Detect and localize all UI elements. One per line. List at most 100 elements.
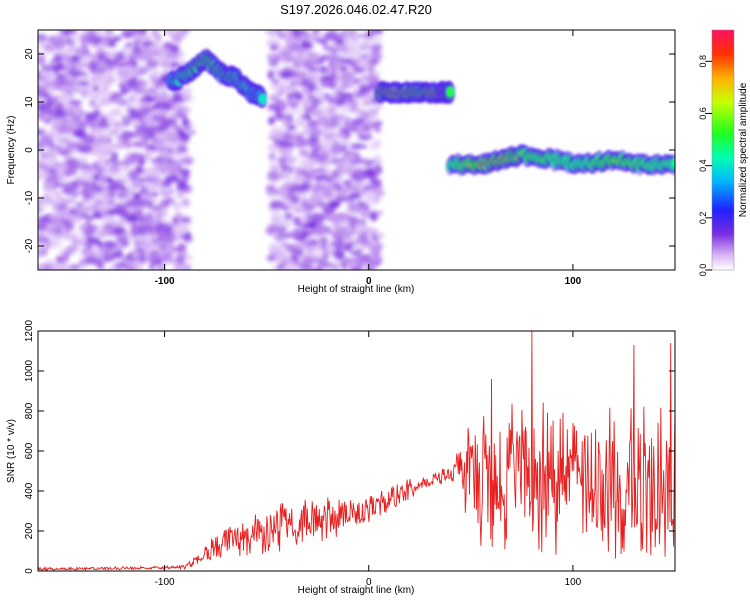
noise-blob (334, 242, 347, 251)
noise-blob (142, 41, 152, 47)
y-tick-label: 200 (24, 522, 35, 539)
noise-blob (153, 164, 166, 170)
noise-blob (38, 216, 51, 224)
noise-blob (341, 33, 350, 40)
noise-blob (174, 247, 182, 253)
noise-blob (145, 95, 155, 102)
noise-blob (38, 55, 46, 62)
noise-blob (323, 112, 333, 119)
noise-blob (314, 231, 322, 236)
noise-blob (154, 132, 168, 142)
noise-blob (121, 131, 136, 136)
noise-blob (105, 267, 118, 270)
y-tick-label: 1000 (24, 359, 35, 382)
noise-blob (94, 199, 104, 208)
noise-blob (270, 66, 282, 73)
noise-blob (266, 254, 276, 262)
noise-blob (46, 75, 58, 81)
colorbar: 0.0 0.2 0.4 0.6 0.8 Normalized spectral ampl… (698, 29, 749, 276)
noise-blob (331, 170, 338, 180)
noise-blob (339, 105, 350, 113)
noise-blob (78, 160, 86, 165)
noise-blob (292, 49, 299, 59)
noise-blob (145, 34, 152, 41)
noise-blob (138, 159, 146, 166)
noise-blob (52, 121, 60, 129)
noise-blob (367, 115, 379, 122)
colorbar-gradient (711, 29, 735, 271)
noise-blob (57, 33, 65, 42)
noise-blob (117, 217, 126, 226)
noise-blob (265, 226, 276, 236)
noise-blob (268, 163, 278, 174)
noise-blob (84, 240, 94, 251)
noise-blob (41, 71, 49, 78)
noise-blob (322, 206, 336, 215)
heatmap-noise-layer (38, 30, 385, 270)
noise-blob (67, 68, 81, 73)
snr-background (38, 331, 675, 571)
noise-blob (104, 58, 112, 64)
noise-blob (99, 207, 108, 217)
noise-blob (59, 232, 72, 238)
noise-blob (56, 240, 63, 249)
noise-blob (350, 173, 358, 180)
noise-blob (120, 187, 128, 192)
noise-blob (361, 99, 371, 107)
noise-blob (49, 147, 58, 155)
noise-blob (301, 85, 310, 96)
noise-blob (361, 93, 369, 98)
noise-blob (328, 247, 335, 253)
noise-blob (349, 158, 364, 165)
noise-blob (320, 130, 330, 138)
colorbar-tick-label: 0.4 (698, 159, 708, 172)
noise-blob (65, 73, 74, 82)
noise-blob (304, 99, 313, 105)
noise-blob (125, 67, 139, 74)
noise-blob (126, 215, 139, 223)
noise-blob (282, 49, 289, 56)
noise-blob (72, 141, 82, 150)
noise-blob (60, 140, 67, 149)
noise-blob (301, 53, 311, 58)
noise-blob (373, 159, 382, 166)
noise-blob (112, 66, 119, 72)
noise-blob (339, 127, 351, 132)
noise-blob (336, 196, 351, 202)
noise-blob (293, 76, 303, 82)
noise-blob (83, 172, 91, 182)
noise-blob (58, 257, 65, 262)
noise-blob (118, 57, 129, 66)
noise-blob (270, 84, 281, 91)
noise-blob (158, 224, 172, 230)
noise-blob (61, 186, 74, 195)
noise-blob (270, 210, 280, 217)
noise-blob (324, 33, 336, 41)
noise-blob (45, 259, 58, 267)
noise-blob (305, 245, 316, 250)
noise-blob (293, 174, 306, 184)
noise-blob (343, 70, 355, 77)
noise-blob (361, 40, 376, 50)
noise-blob (137, 107, 151, 116)
noise-blob (304, 123, 317, 134)
noise-blob (83, 114, 97, 124)
noise-blob (362, 36, 370, 43)
noise-blob (328, 200, 341, 209)
noise-blob (39, 266, 51, 270)
noise-blob (316, 222, 325, 228)
noise-blob (272, 232, 280, 241)
y-tick-label: -10 (24, 190, 35, 205)
noise-blob (265, 184, 277, 194)
noise-blob (85, 184, 93, 192)
noise-blob (56, 42, 68, 49)
noise-blob (355, 172, 367, 181)
noise-blob (100, 162, 114, 168)
noise-blob (296, 70, 309, 79)
noise-blob (73, 239, 83, 247)
noise-blob (92, 141, 102, 147)
noise-blob (85, 93, 94, 98)
noise-blob (374, 128, 382, 133)
noise-blob (335, 216, 345, 223)
noise-blob (105, 74, 116, 84)
